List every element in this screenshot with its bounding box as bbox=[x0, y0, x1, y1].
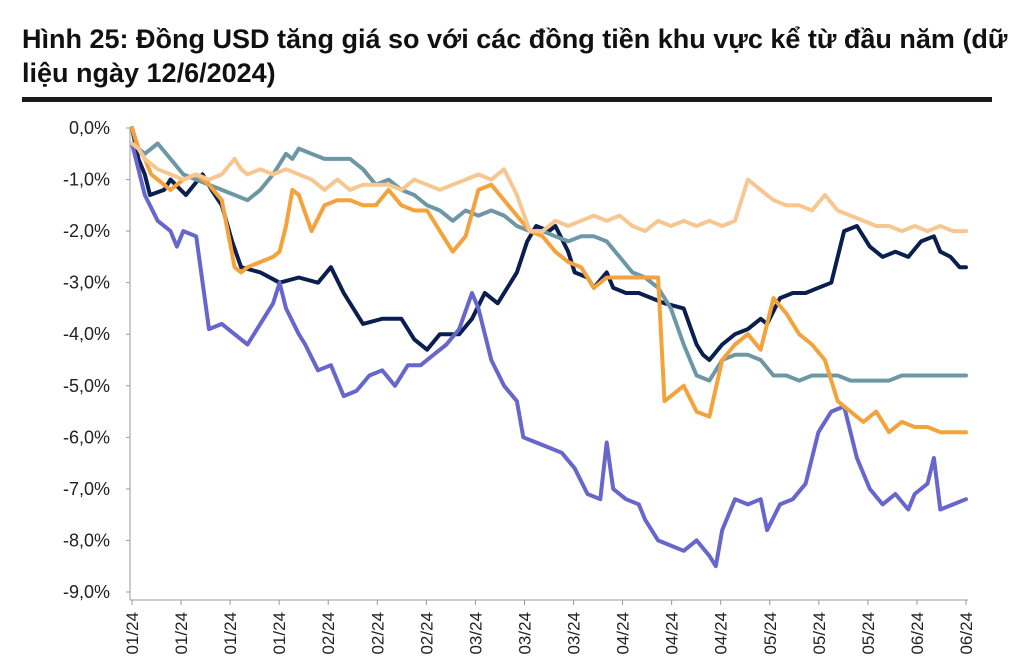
x-tick-label: 04/24 bbox=[712, 612, 731, 655]
y-tick-label: -3,0% bbox=[63, 273, 110, 293]
x-tick-label: 01/24 bbox=[123, 612, 142, 655]
series-line-2 bbox=[130, 141, 968, 569]
x-tick-label: 05/24 bbox=[810, 612, 829, 655]
y-tick-label: -9,0% bbox=[63, 582, 110, 602]
x-tick-label: 03/24 bbox=[565, 612, 584, 655]
x-tick-label: 06/24 bbox=[957, 612, 976, 655]
x-tick-label: 06/24 bbox=[908, 612, 927, 655]
y-tick-label: -8,0% bbox=[63, 530, 110, 550]
x-tick-label: 02/24 bbox=[417, 612, 436, 655]
x-tick-label: 04/24 bbox=[614, 612, 633, 655]
x-tick-label: 03/24 bbox=[466, 612, 485, 655]
series-group bbox=[130, 126, 968, 569]
title-divider bbox=[22, 97, 992, 102]
x-tick-label: 05/24 bbox=[859, 612, 878, 655]
x-tick-label: 03/24 bbox=[515, 612, 534, 655]
x-tick-label: 01/24 bbox=[221, 612, 240, 655]
y-tick-label: -5,0% bbox=[63, 376, 110, 396]
y-tick-label: -1,0% bbox=[63, 170, 110, 190]
x-axis-ticks: 01/24 01/24 01/24 01/24 02/24 02/24 02/24 03/24… bbox=[123, 600, 976, 655]
x-tick-label: 01/24 bbox=[270, 612, 289, 655]
series-line-4 bbox=[130, 126, 968, 435]
y-tick-label: -6,0% bbox=[63, 427, 110, 447]
y-axis-ticks: 0,0% -1,0% -2,0% -3,0% -4,0% -5,0% -6,0% -7,0% -… bbox=[63, 118, 130, 602]
line-chart: 0,0% -1,0% -2,0% -3,0% -4,0% -5,0% -6,0% -7,0% -… bbox=[63, 118, 976, 655]
y-tick-label: -4,0% bbox=[63, 324, 110, 344]
x-tick-label: 02/24 bbox=[368, 612, 387, 655]
y-tick-label: -7,0% bbox=[63, 479, 110, 499]
x-tick-label: 01/24 bbox=[172, 612, 191, 655]
series-line-3 bbox=[130, 126, 968, 383]
x-tick-label: 02/24 bbox=[319, 612, 338, 655]
chart-title: Hình 25: Đồng USD tăng giá so với các đồ… bbox=[22, 24, 1008, 88]
x-tick-label: 04/24 bbox=[663, 612, 682, 655]
y-tick-label: 0,0% bbox=[69, 118, 110, 138]
x-tick-label: 05/24 bbox=[761, 612, 780, 655]
y-tick-label: -2,0% bbox=[63, 221, 110, 241]
series-line-5 bbox=[130, 141, 968, 234]
